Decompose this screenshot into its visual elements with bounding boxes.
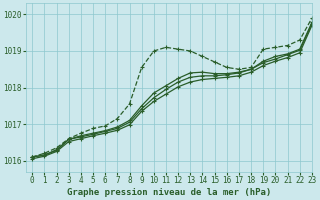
X-axis label: Graphe pression niveau de la mer (hPa): Graphe pression niveau de la mer (hPa) [67, 188, 271, 197]
